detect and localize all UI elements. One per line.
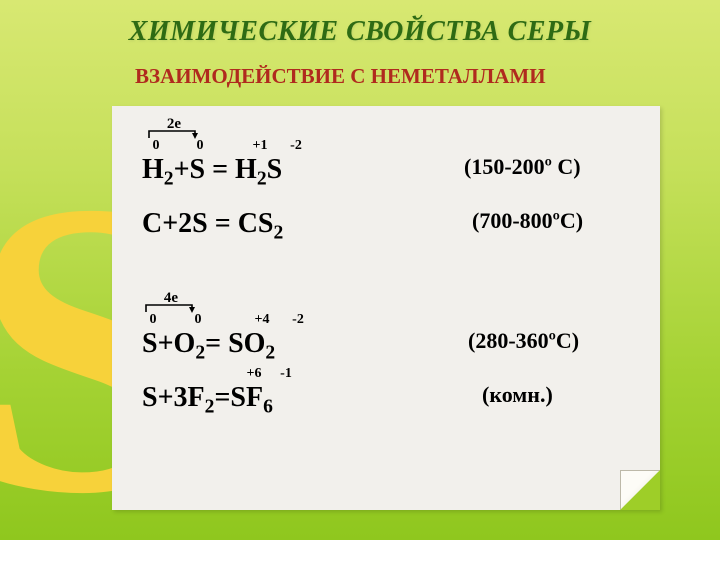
oxidation-state: 0 [184,312,212,328]
oxidation-state: -2 [282,138,310,154]
condition-text: (280-360ºС) [468,328,579,354]
equation-row: S+O2= SO200+4-24е (280-360ºС) [142,328,640,360]
content-card: H2+S = H2S00+1-22е (150-200º С) C+2S = CS2… [112,106,660,510]
condition-text: (комн.) [482,382,553,408]
page-subtitle: ВЗАИМОДЕЙСТВИЕ С НЕМЕТАЛЛАМИ [135,64,546,89]
equation-row: C+2S = CS2 (700-800ºС) [142,208,640,240]
equation-row: H2+S = H2S00+1-22е (150-200º С) [142,154,640,186]
oxidation-state: +1 [246,138,274,154]
arrow-icon [145,128,203,140]
condition-text: (700-800ºС) [472,208,583,234]
subscript: 6 [263,397,273,418]
condition-text: (150-200º С) [464,154,581,180]
subscript: 2 [257,169,267,190]
equation-row: S+3F2=SF6+6-1 (комн.) [142,382,640,414]
subscript: 2 [265,343,275,364]
oxidation-state: 0 [139,312,167,328]
page-title: ХИМИЧЕСКИЕ СВОЙСТВА СЕРЫ [0,16,720,48]
subscript: 2 [195,343,205,364]
formula: S+O2= SO200+4-24е [142,328,275,360]
arrow-icon [142,302,200,314]
subscript: 2 [205,397,215,418]
page-curl [620,470,660,510]
oxidation-state: -2 [284,312,312,328]
subscript: 2 [274,223,284,244]
formula: S+3F2=SF6+6-1 [142,382,273,414]
oxidation-state: 0 [142,138,170,154]
oxidation-state: +6 [240,366,268,382]
oxidation-state: -1 [272,366,300,382]
oxidation-state: 0 [186,138,214,154]
subscript: 2 [164,169,174,190]
electron-transfer-arrow: 2е [145,118,203,140]
oxidation-state: +4 [248,312,276,328]
formula: C+2S = CS2 [142,208,283,240]
electron-transfer-arrow: 4е [142,292,200,314]
formula: H2+S = H2S00+1-22е [142,154,282,186]
